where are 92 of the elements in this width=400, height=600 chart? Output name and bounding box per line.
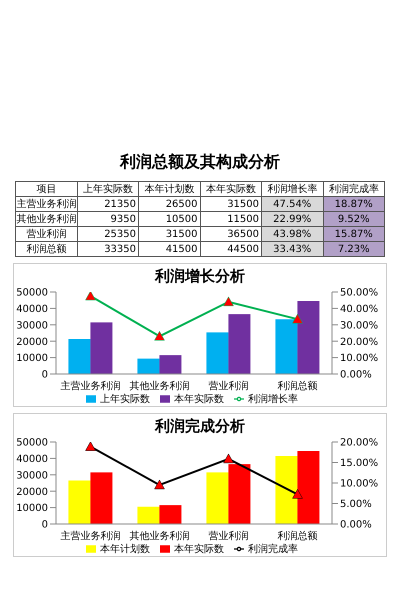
- x-tick-label: 其他业务利润: [130, 530, 190, 542]
- text: 15.87%: [334, 228, 373, 240]
- category-label: 利润增长率: [262, 182, 323, 196]
- x-tick-label: 主营业务利润: [60, 530, 120, 542]
- text: 22.99%: [273, 214, 312, 224]
- y-tick-label: 50000: [16, 438, 48, 449]
- text: 41500: [166, 244, 198, 254]
- bar: [206, 472, 228, 524]
- point: [292, 489, 303, 499]
- text: 25350: [104, 228, 136, 240]
- x-tick-label: 主营业务利润: [60, 380, 120, 392]
- text: 18.87%: [334, 198, 373, 210]
- point: [154, 331, 165, 341]
- y2-tick-label: 15.00%: [340, 458, 378, 470]
- bar: [159, 355, 182, 374]
- x-tick-label: 利润总额: [278, 380, 318, 392]
- text: 47.54%: [273, 198, 312, 210]
- y-tick-label: 0: [42, 370, 48, 381]
- x-tick-label: 营业利润: [208, 380, 248, 392]
- category-label: 营业利润: [26, 229, 66, 240]
- category-label: 本年计划数: [138, 182, 200, 196]
- bar: [90, 322, 112, 374]
- bar: [275, 456, 298, 524]
- bar: [90, 472, 112, 524]
- text: 44500: [227, 244, 259, 254]
- y2-tick-label: 20.00%: [340, 438, 378, 449]
- y2-tick-label: 20.00%: [340, 336, 378, 348]
- text: 31500: [227, 198, 259, 210]
- bar: [228, 314, 250, 374]
- text: 7.23%: [338, 244, 370, 254]
- y-tick-label: 30000: [16, 470, 48, 482]
- x-tick-label: 营业利润: [208, 530, 248, 542]
- legend-label: 上年实际数: [100, 394, 150, 405]
- y-tick-label: 10000: [16, 503, 48, 514]
- category-label: 上年实际数: [77, 182, 138, 196]
- point: [292, 314, 303, 324]
- legend-label: 本年实际数: [174, 394, 224, 405]
- bar: [137, 506, 160, 524]
- point: [85, 442, 96, 451]
- category-label: 本年实际数: [200, 182, 262, 196]
- legend-label: 本年计划数: [100, 544, 150, 555]
- y-tick-label: 40000: [16, 454, 48, 465]
- legend-label: 利润完成率: [248, 544, 298, 555]
- y2-tick-label: 10.00%: [340, 353, 378, 364]
- y-tick-label: 30000: [16, 320, 48, 332]
- x-tick-label: 其他业务利润: [130, 380, 190, 392]
- text: 10500: [166, 214, 198, 224]
- category-label: 其他业务利润: [16, 214, 76, 225]
- text: 26500: [166, 198, 198, 210]
- category-label: 利润总额: [26, 244, 66, 255]
- y-tick-label: 20000: [16, 336, 48, 348]
- text: 33350: [104, 244, 136, 254]
- bar: [159, 505, 182, 524]
- y2-tick-label: 0.00%: [340, 520, 372, 531]
- y2-tick-label: 30.00%: [340, 320, 378, 332]
- text: 9350: [110, 214, 136, 224]
- point: [223, 454, 234, 464]
- y-tick-label: 0: [42, 520, 48, 531]
- bar: [68, 480, 90, 524]
- bar: [206, 332, 228, 374]
- point: [223, 296, 234, 306]
- bar: [137, 358, 160, 374]
- point: [154, 480, 165, 490]
- x-tick-label: 利润总额: [278, 530, 318, 542]
- text: 36500: [227, 228, 259, 240]
- legend-label: 本年实际数: [174, 544, 224, 555]
- bar: [297, 301, 320, 374]
- text: 9.52%: [338, 214, 370, 224]
- category-label: 项目: [16, 182, 77, 196]
- category-label: 主营业务利润: [16, 199, 76, 210]
- y-tick-label: 10000: [16, 353, 48, 364]
- legend-label: 利润增长率: [248, 394, 298, 405]
- y2-tick-label: 10.00%: [340, 478, 378, 490]
- y-tick-label: 50000: [16, 288, 48, 299]
- y-tick-label: 20000: [16, 486, 48, 498]
- point: [85, 292, 96, 300]
- text: 31500: [166, 228, 198, 240]
- text: 43.98%: [273, 228, 312, 240]
- bar: [68, 338, 90, 374]
- text: 利润总额及其构成分析: [118, 152, 281, 173]
- text: 11500: [227, 214, 259, 224]
- chart-title: 利润完成分析: [154, 417, 246, 436]
- text: 33.43%: [273, 244, 312, 254]
- bar: [275, 319, 298, 374]
- y-tick-label: 40000: [16, 304, 48, 315]
- y2-tick-label: 0.00%: [340, 370, 372, 381]
- y2-tick-label: 50.00%: [340, 288, 378, 299]
- y2-tick-label: 40.00%: [340, 304, 378, 315]
- chart-title: 利润增长分析: [154, 267, 246, 286]
- category-label: 利润完成率: [323, 182, 384, 196]
- text: 21350: [104, 198, 136, 210]
- y2-tick-label: 5.00%: [340, 499, 372, 510]
